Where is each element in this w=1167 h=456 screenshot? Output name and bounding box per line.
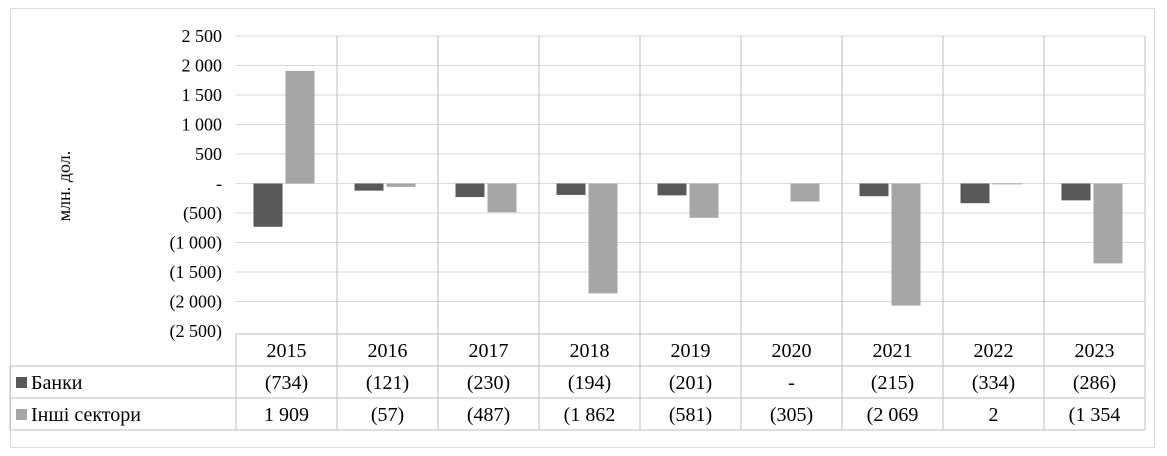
data-label: (1 354 <box>1069 404 1121 426</box>
data-label: (215) <box>871 372 914 394</box>
y-tick-label: 2 000 <box>182 56 223 76</box>
data-label: (734) <box>265 372 308 394</box>
category-label: 2015 <box>267 340 307 362</box>
bar-other-sectors <box>487 183 517 213</box>
bars <box>253 70 1123 306</box>
bar-other-sectors <box>891 183 921 306</box>
y-axis: 2 500 2 000 1 500 1 000 500 - (500) (1 000) (1 5… <box>170 26 223 342</box>
category-label: 2016 <box>368 340 408 362</box>
bar-banks <box>859 183 889 197</box>
gridlines <box>236 35 1145 302</box>
legend-swatch <box>16 409 27 420</box>
category-label: 2017 <box>469 340 509 362</box>
category-label: 2018 <box>570 340 610 362</box>
bar-banks <box>354 183 384 191</box>
bar-banks <box>455 183 485 198</box>
bar-other-sectors <box>285 70 315 184</box>
data-label: 1 909 <box>264 404 309 426</box>
y-tick-label: (2 500) <box>170 321 223 342</box>
y-tick-label: 1 500 <box>182 85 223 105</box>
data-label: (194) <box>568 372 611 394</box>
category-label: 2023 <box>1075 340 1115 362</box>
data-label: (487) <box>467 404 510 426</box>
data-label: (581) <box>669 404 712 426</box>
category-label: 2022 <box>974 340 1014 362</box>
category-label: 2020 <box>772 340 812 362</box>
category-label: 2021 <box>873 340 913 362</box>
y-tick-label: (1 000) <box>170 233 223 254</box>
legend-swatch <box>16 377 27 388</box>
y-tick-label: 2 500 <box>182 26 223 46</box>
y-axis-label: млн. дол. <box>54 151 74 221</box>
data-label: (201) <box>669 372 712 394</box>
bar-banks <box>253 183 283 227</box>
bar-other-sectors <box>588 183 618 294</box>
data-label: (1 862 <box>564 404 616 426</box>
data-label: (230) <box>467 372 510 394</box>
series-name: Банки <box>31 372 83 394</box>
y-tick-label: 500 <box>195 144 222 164</box>
y-tick-label: (2 000) <box>170 292 223 313</box>
data-label: (2 069 <box>867 404 919 426</box>
bar-other-sectors <box>790 183 820 202</box>
series-name: Інші сектори <box>31 404 141 426</box>
y-tick-label: (1 500) <box>170 262 223 283</box>
bar-other-sectors <box>386 183 416 187</box>
data-label: (57) <box>371 404 404 426</box>
data-label: - <box>788 372 795 394</box>
data-label: (121) <box>366 372 409 394</box>
bar-banks <box>556 183 586 195</box>
data-label: (334) <box>972 372 1015 394</box>
chart-frame <box>10 8 1155 448</box>
bar-banks <box>1061 183 1091 201</box>
bar-banks <box>960 183 990 204</box>
y-tick-label: (500) <box>183 203 222 224</box>
bar-other-sectors <box>992 183 1022 185</box>
y-tick-label: - <box>216 174 222 194</box>
y-tick-label: 1 000 <box>182 115 223 135</box>
data-label: (305) <box>770 404 813 426</box>
bar-other-sectors <box>689 183 719 218</box>
bar-banks <box>657 183 687 196</box>
data-table: 2015 2016 2017 2018 2019 2020 2021 2022 2023 Банк… <box>9 36 1146 431</box>
category-label: 2019 <box>671 340 711 362</box>
data-label: 2 <box>989 404 999 426</box>
data-label: (286) <box>1073 372 1116 394</box>
bar-other-sectors <box>1093 183 1123 264</box>
